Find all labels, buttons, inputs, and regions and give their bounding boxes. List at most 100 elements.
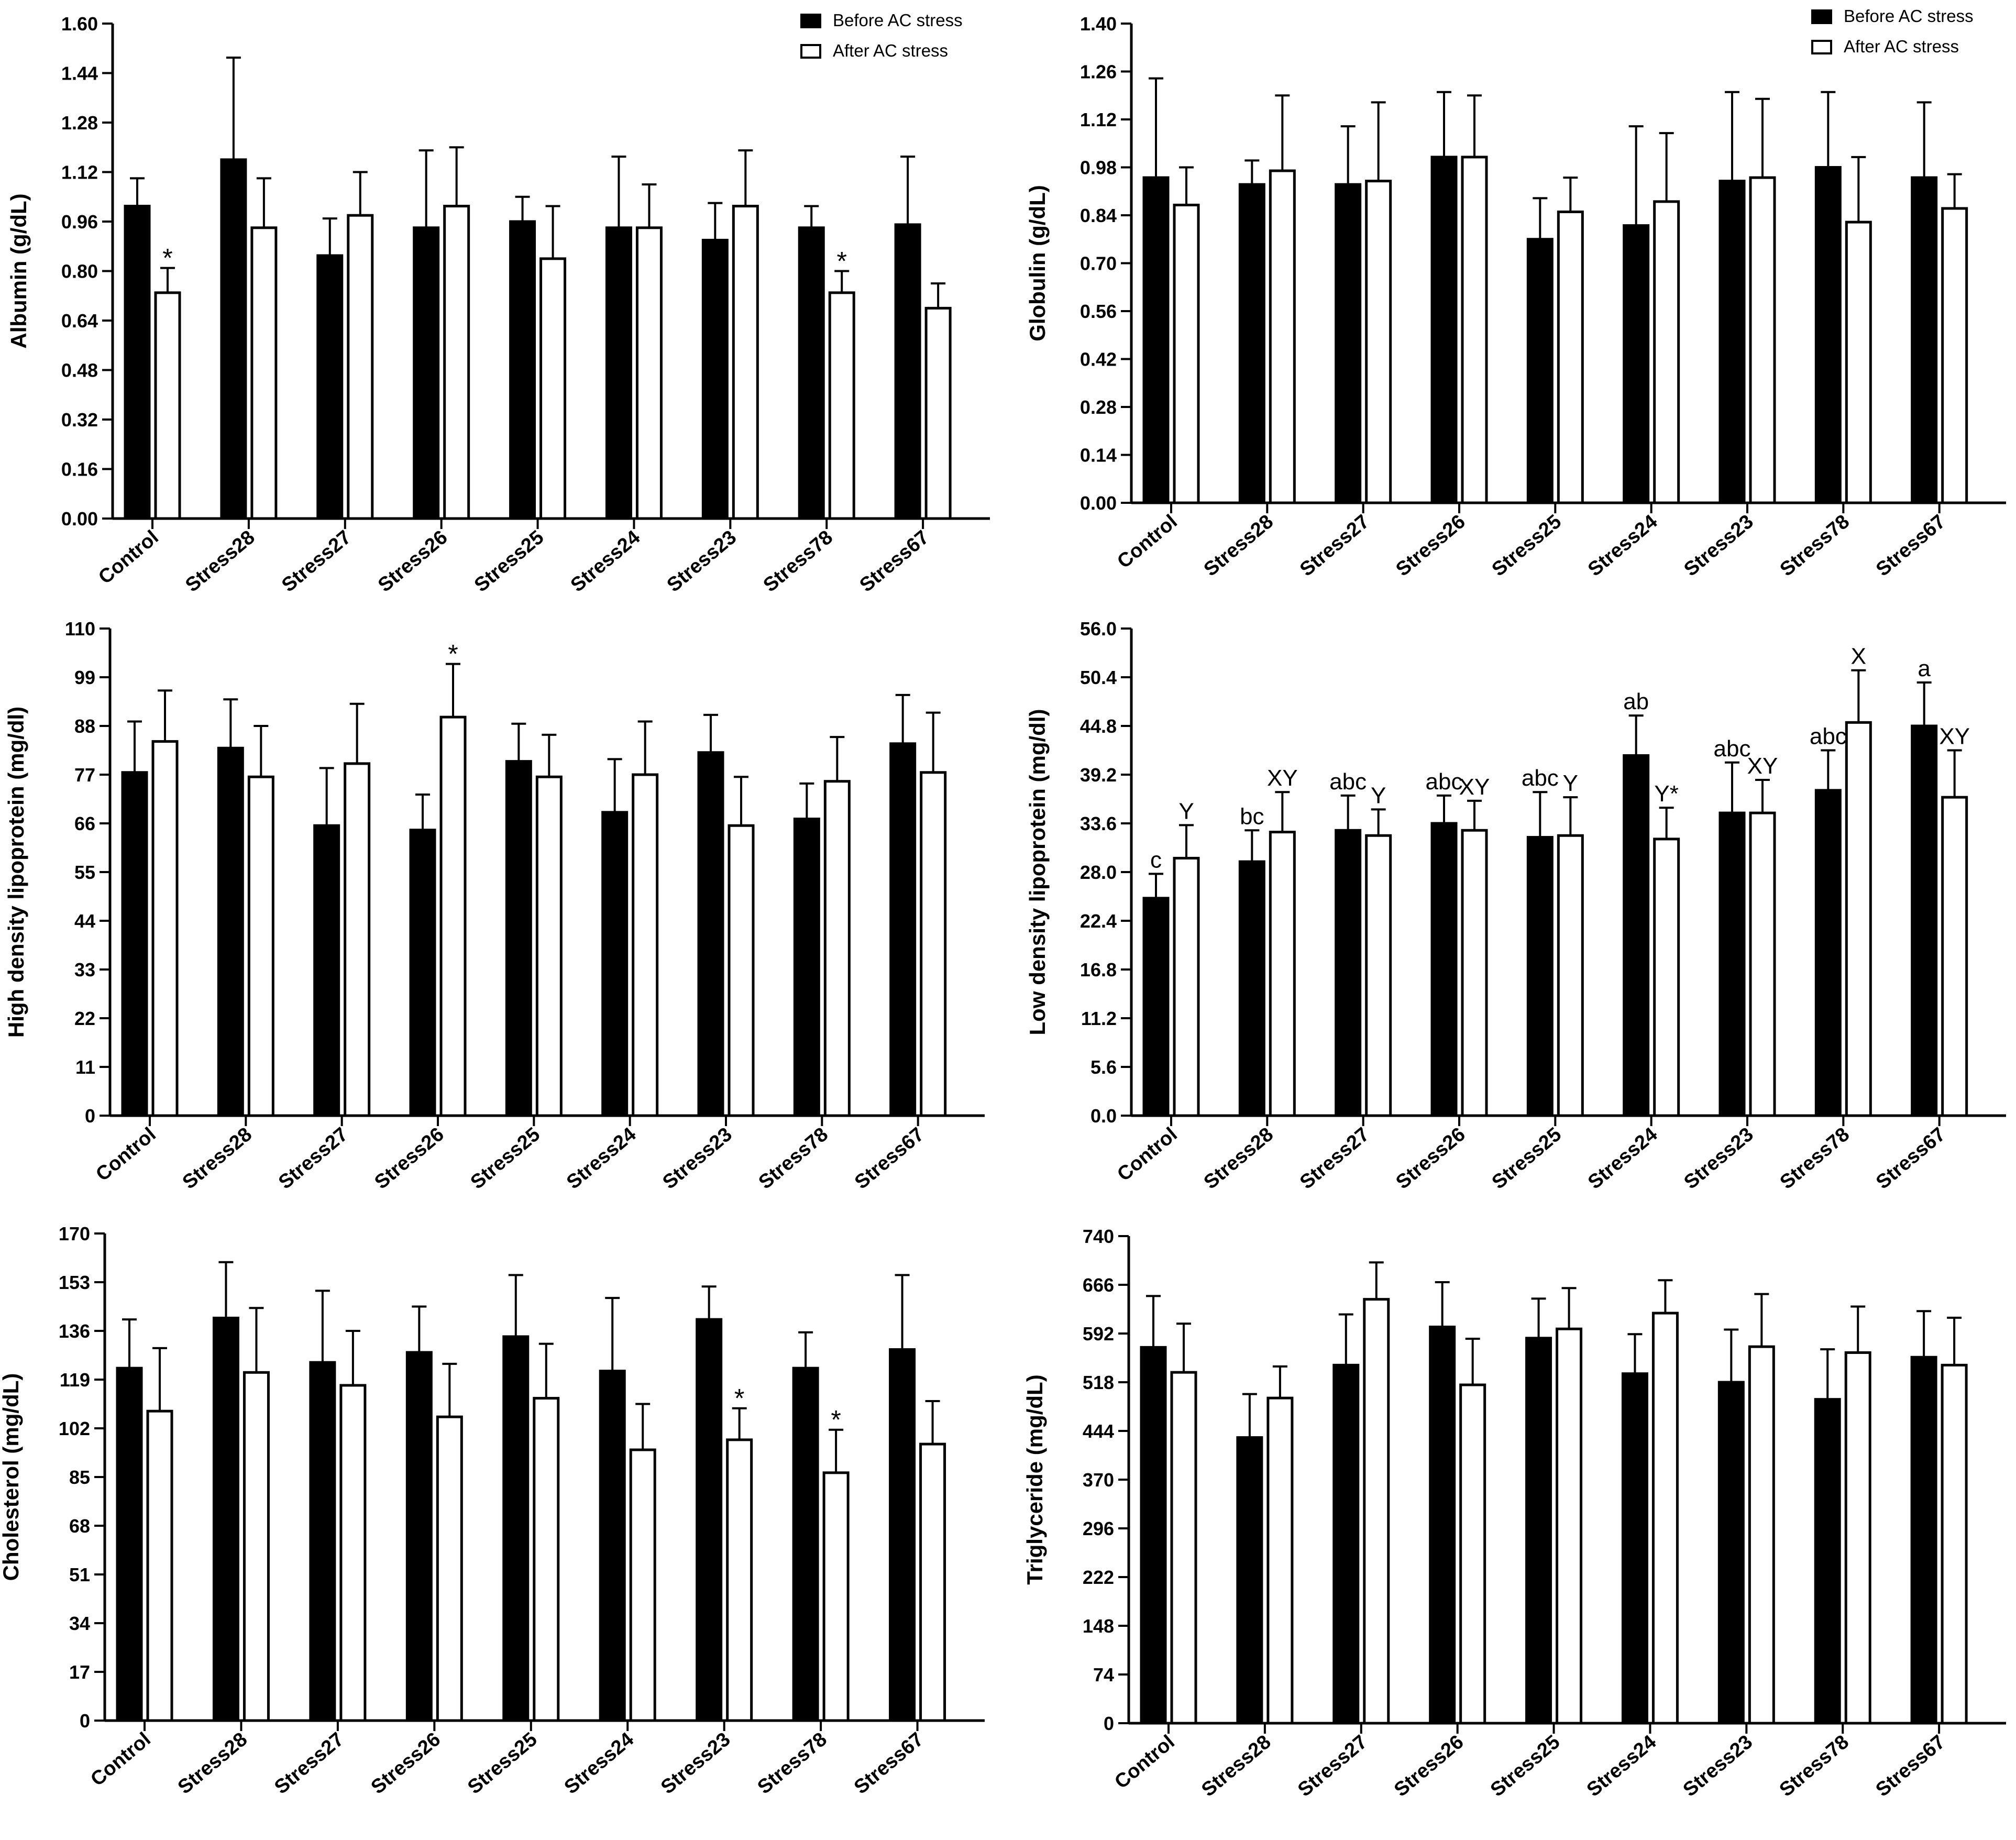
y-axis-title: Low density lipoprotein (mg/dl) bbox=[1025, 709, 1050, 1035]
bar-after-stress24 bbox=[1653, 838, 1680, 1117]
bar-before-stress25 bbox=[505, 760, 532, 1117]
bar-before-stress28 bbox=[217, 746, 244, 1117]
y-tick-label: 44.8 bbox=[1080, 715, 1117, 737]
bar-before-control bbox=[1140, 1346, 1167, 1725]
legend-label-after: After AC stress bbox=[1844, 37, 1959, 56]
y-tick-label: 39.2 bbox=[1080, 764, 1117, 786]
bar-after-stress67 bbox=[924, 306, 952, 520]
bar-before-stress27 bbox=[1332, 1363, 1360, 1725]
bar-before-stress78 bbox=[798, 226, 825, 520]
bar-after-control bbox=[146, 1409, 173, 1722]
y-tick-label: 74 bbox=[1093, 1664, 1114, 1685]
bar-after-stress28 bbox=[247, 775, 274, 1117]
bar-before-stress25 bbox=[509, 220, 536, 520]
annotation-label: abc bbox=[1810, 724, 1847, 750]
bar-after-stress24 bbox=[1653, 200, 1680, 504]
bar-before-stress24 bbox=[599, 1370, 626, 1722]
legend-label-after: After AC stress bbox=[833, 41, 948, 60]
bar-after-stress28 bbox=[1269, 831, 1296, 1117]
legend-swatch-before bbox=[1811, 9, 1832, 24]
bar-before-stress27 bbox=[313, 824, 340, 1117]
bar-after-stress24 bbox=[635, 226, 663, 520]
bar-after-stress26 bbox=[1461, 156, 1488, 504]
bar-before-stress26 bbox=[1430, 822, 1458, 1117]
bar-before-stress23 bbox=[1717, 1381, 1745, 1725]
bar-before-stress27 bbox=[316, 254, 344, 520]
y-tick-label: 51 bbox=[69, 1564, 90, 1585]
bar-before-stress27 bbox=[1335, 183, 1362, 504]
bar-after-control bbox=[1170, 1371, 1197, 1725]
y-tick-label: 99 bbox=[74, 667, 95, 688]
y-tick-label: 88 bbox=[74, 715, 95, 737]
bar-after-stress25 bbox=[1556, 1327, 1583, 1725]
y-axis-title: High density lipoprotein (mg/dl) bbox=[4, 707, 28, 1038]
bar-before-stress23 bbox=[1718, 811, 1746, 1117]
bar-before-stress27 bbox=[309, 1361, 336, 1722]
bar-before-stress26 bbox=[413, 226, 440, 520]
legend-swatch-after bbox=[1811, 40, 1832, 54]
bar-after-stress25 bbox=[539, 257, 567, 520]
y-tick-label: 22 bbox=[74, 1008, 95, 1029]
bar-after-control bbox=[1173, 856, 1200, 1117]
y-tick-label: 0.14 bbox=[1080, 445, 1117, 466]
bar-before-stress67 bbox=[889, 742, 917, 1117]
bar-before-stress25 bbox=[1525, 1337, 1552, 1725]
bar-before-stress25 bbox=[502, 1335, 530, 1722]
bar-after-stress27 bbox=[339, 1384, 367, 1722]
bar-after-stress23 bbox=[1749, 811, 1776, 1117]
annotation-label: XY bbox=[1747, 753, 1778, 779]
y-axis-title: Triglyceride (mg/dL) bbox=[1022, 1374, 1047, 1584]
y-tick-label: 110 bbox=[65, 618, 95, 640]
bar-before-stress24 bbox=[1623, 224, 1650, 504]
bar-after-stress25 bbox=[533, 1397, 560, 1722]
bar-after-stress25 bbox=[1557, 210, 1584, 504]
y-tick-label: 1.40 bbox=[1080, 13, 1117, 35]
bar-after-stress27 bbox=[1365, 180, 1392, 504]
bar-after-stress24 bbox=[632, 773, 659, 1117]
annotation-label: * bbox=[836, 247, 846, 276]
y-tick-label: 0.96 bbox=[61, 211, 98, 233]
bar-before-stress67 bbox=[889, 1348, 916, 1722]
bar-before-stress24 bbox=[605, 226, 632, 520]
y-tick-label: 1.44 bbox=[61, 63, 98, 84]
y-axis-title: Albumin (g/dL) bbox=[6, 193, 31, 348]
y-tick-label: 592 bbox=[1083, 1323, 1114, 1345]
bar-after-control bbox=[154, 291, 181, 520]
y-tick-label: 0.80 bbox=[61, 261, 98, 282]
bar-before-stress78 bbox=[793, 818, 820, 1117]
bar-before-stress78 bbox=[1814, 789, 1842, 1117]
annotation-label: abc bbox=[1329, 769, 1367, 795]
annotation-label: * bbox=[734, 1384, 744, 1413]
bar-before-stress67 bbox=[1911, 724, 1938, 1117]
bar-after-stress25 bbox=[1557, 834, 1584, 1117]
bar-before-control bbox=[1142, 897, 1170, 1117]
bar-after-stress26 bbox=[443, 204, 470, 520]
bar-after-stress28 bbox=[1269, 169, 1296, 504]
bar-after-stress23 bbox=[728, 824, 755, 1117]
y-tick-label: 11.2 bbox=[1081, 1008, 1117, 1029]
y-tick-label: 50.4 bbox=[1080, 667, 1117, 688]
annotation-label: abc bbox=[1714, 736, 1751, 762]
bar-after-stress67 bbox=[919, 1442, 946, 1722]
bar-after-control bbox=[151, 740, 179, 1117]
y-tick-label: 0.70 bbox=[1080, 253, 1117, 274]
y-tick-label: 68 bbox=[69, 1515, 90, 1537]
bar-before-stress78 bbox=[1814, 166, 1842, 504]
bar-before-stress23 bbox=[696, 1318, 723, 1722]
y-tick-label: 0.0 bbox=[1090, 1105, 1117, 1127]
annotation-label: Y bbox=[1371, 783, 1386, 808]
bar-after-stress78 bbox=[823, 780, 851, 1117]
bar-after-stress78 bbox=[1845, 221, 1872, 504]
y-tick-label: 44 bbox=[74, 910, 95, 932]
bar-before-control bbox=[121, 771, 148, 1117]
legend: Before AC stress After AC stress bbox=[1811, 6, 1974, 56]
y-tick-label: 1.12 bbox=[1080, 109, 1117, 130]
y-tick-label: 0 bbox=[80, 1710, 90, 1732]
bar-after-stress27 bbox=[344, 762, 371, 1117]
bar-before-stress27 bbox=[1335, 829, 1362, 1117]
bar-after-stress24 bbox=[629, 1448, 656, 1722]
bar-after-stress67 bbox=[1941, 207, 1968, 504]
bar-after-stress26 bbox=[1459, 1383, 1486, 1725]
y-tick-label: 296 bbox=[1083, 1518, 1114, 1539]
